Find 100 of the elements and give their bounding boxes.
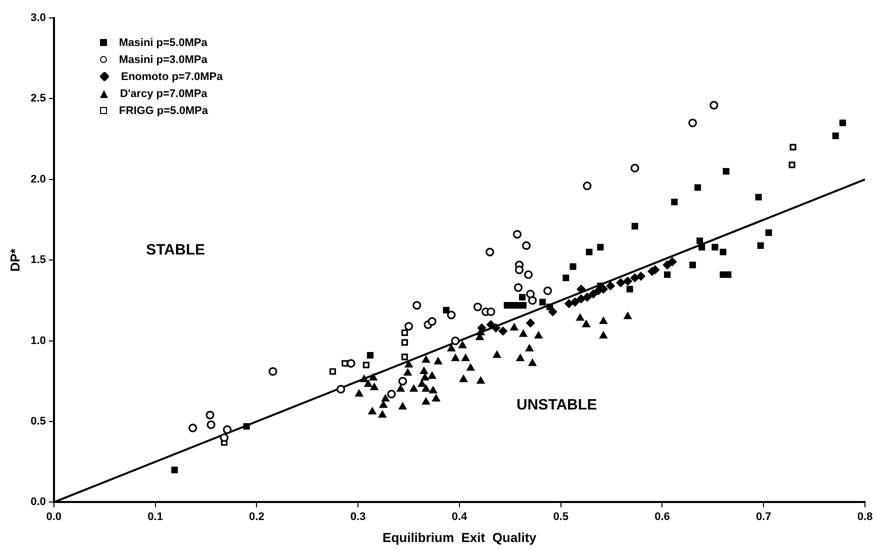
point [512, 230, 522, 239]
legend-label: Enomoto p=7.0MPa [121, 70, 223, 82]
point [722, 168, 730, 175]
x-tick-label: 0.7 [756, 510, 772, 523]
point [460, 375, 468, 382]
point [442, 306, 450, 314]
point [451, 336, 460, 346]
point [398, 376, 407, 386]
point [724, 271, 732, 278]
point [546, 304, 553, 310]
point [570, 263, 576, 270]
point [522, 241, 531, 250]
point [462, 354, 470, 362]
point [473, 302, 482, 312]
point [524, 270, 533, 279]
point [398, 402, 406, 410]
annotation: STABLE [146, 242, 206, 259]
point [401, 329, 408, 336]
point [520, 302, 527, 309]
point [368, 408, 376, 414]
point [543, 286, 552, 296]
point [662, 260, 672, 270]
point [370, 383, 378, 390]
point [429, 386, 437, 394]
y-tick-label: 2.0 [30, 173, 46, 186]
point [528, 359, 536, 366]
point [486, 248, 494, 256]
point [788, 162, 796, 168]
point [362, 362, 370, 368]
point [710, 100, 718, 110]
point [364, 380, 372, 387]
point [404, 360, 413, 368]
x-tick-label: 0.5 [553, 510, 568, 523]
point [222, 425, 232, 434]
point [623, 276, 632, 286]
point [447, 310, 456, 320]
point [696, 237, 704, 244]
point [504, 302, 510, 309]
point [514, 283, 523, 292]
legend-label: Masini p=5.0MPa [119, 36, 208, 48]
annotation: UNSTABLE [516, 396, 598, 414]
x-tick-label: 0.2 [249, 510, 264, 523]
point [597, 244, 604, 250]
x-tick-label: 0.0 [46, 510, 62, 523]
point [600, 317, 608, 324]
y-tick-label: 3.0 [30, 12, 46, 24]
point [586, 248, 592, 256]
point [630, 164, 640, 172]
point [626, 286, 634, 292]
point [206, 410, 214, 420]
point [206, 420, 216, 430]
x-tick-label: 0.3 [350, 510, 366, 523]
point [380, 401, 388, 408]
point [664, 271, 671, 278]
point [588, 290, 598, 298]
point [698, 244, 706, 250]
x-tick-label: 0.4 [452, 510, 468, 523]
point [382, 394, 390, 402]
point [632, 222, 638, 230]
point [486, 320, 496, 329]
point [548, 307, 558, 316]
point [668, 257, 677, 266]
point [171, 466, 178, 474]
point [576, 284, 586, 294]
point [418, 380, 426, 387]
point [689, 262, 696, 268]
point [755, 194, 762, 200]
point [712, 244, 718, 250]
point [492, 324, 500, 332]
point [582, 182, 592, 190]
point [720, 248, 726, 256]
point [630, 274, 640, 282]
point [422, 398, 430, 405]
point [600, 332, 608, 339]
point [493, 351, 501, 358]
point [688, 118, 697, 128]
point [534, 332, 542, 339]
point [434, 357, 442, 364]
point [220, 433, 229, 442]
point [422, 384, 430, 392]
point [832, 132, 839, 140]
y-tick-label: 2.5 [30, 92, 46, 105]
legend-label: FRIGG p=5.0MPa [119, 104, 208, 116]
point [428, 317, 436, 326]
point [410, 384, 418, 392]
point [516, 354, 524, 362]
point [360, 375, 368, 382]
point [369, 374, 378, 380]
point [562, 274, 570, 282]
legend-label: Masini p=3.0MPa [119, 54, 208, 66]
point [526, 290, 535, 298]
point [510, 324, 518, 330]
point [498, 326, 508, 336]
point [582, 320, 590, 328]
point [839, 120, 846, 126]
point [790, 144, 796, 150]
point [243, 423, 250, 430]
point [476, 376, 485, 384]
point [401, 339, 408, 346]
point [616, 278, 625, 287]
